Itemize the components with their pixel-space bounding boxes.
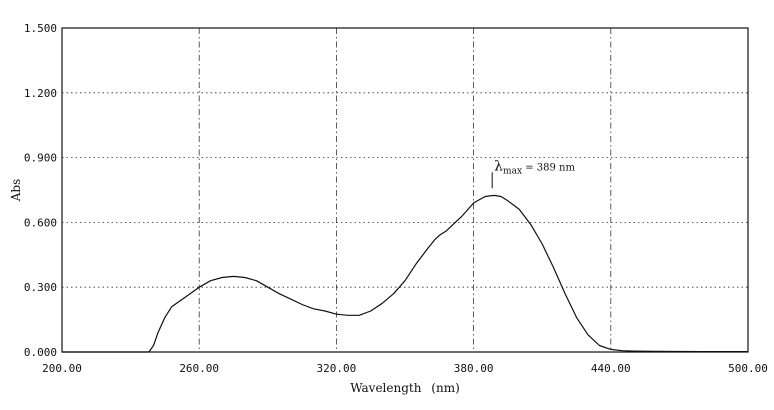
annotation-layer: λmax = 389 nm [491,158,575,189]
x-tick-label: 320.00 [317,362,357,375]
series-layer [62,194,748,353]
x-tick-label: 200.00 [42,362,82,375]
x-axis-label-text: Wavelength [350,381,421,395]
grid-lines [62,28,748,352]
x-axis-label-unit: (nm) [431,381,459,395]
y-axis-label: Abs [9,179,23,203]
lambda-value: = 389 nm [522,162,575,173]
x-tick-label: 380.00 [454,362,494,375]
y-tick-label: 0.900 [24,152,57,165]
x-tick-label: 500.00 [728,362,768,375]
x-axis-label: Wavelength (nm) [350,381,460,395]
x-tick-label: 440.00 [591,362,631,375]
y-tick-label: 0.600 [24,216,57,229]
x-tick-labels: 200.00 260.00 320.00 380.00 440.00 500.00 [42,362,768,375]
lambda-symbol: λ [494,158,503,174]
lambda-max-annotation: λmax = 389 nm [494,158,575,176]
y-tick-label: 0.000 [24,346,57,359]
y-tick-label: 1.500 [24,22,57,35]
x-tick-label: 260.00 [179,362,219,375]
y-tick-labels: 0.000 0.300 0.600 0.900 1.200 1.500 [24,22,57,359]
plot-frame [61,27,749,353]
y-tick-label: 0.300 [24,281,57,294]
y-tick-label: 1.200 [24,87,57,100]
lambda-subscript: max [503,166,522,176]
absorbance-series-line [62,194,748,353]
